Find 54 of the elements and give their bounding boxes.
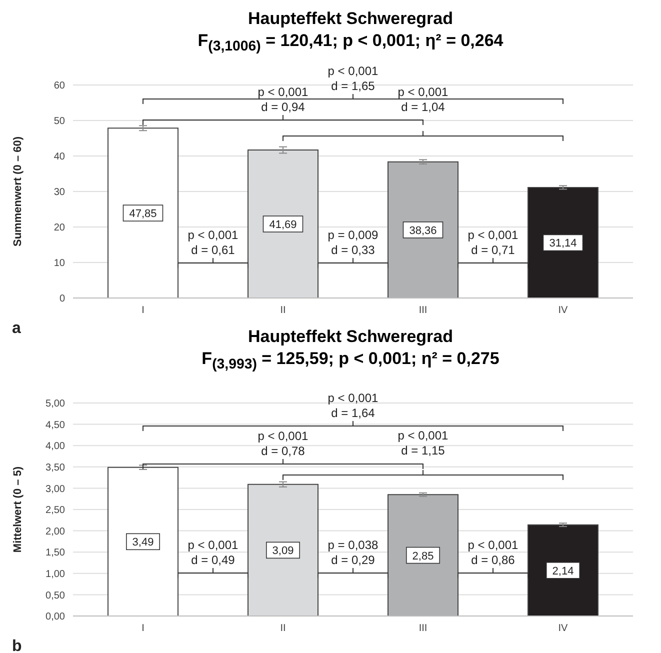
y-tick-label: 0 <box>59 294 66 305</box>
x-tick-label: II <box>280 623 286 634</box>
annotation: p = 0,038 d = 0,29 <box>328 538 379 568</box>
x-tick-label: I <box>142 623 144 634</box>
chart-title: Haupteffekt Schweregrad <box>247 326 454 348</box>
y-tick-label: 2,50 <box>46 505 66 516</box>
annotation: p < 0,001 d = 1,64 <box>328 391 379 420</box>
annotation: p < 0,001 d = 1,65 <box>328 64 379 94</box>
data-label: 3,49 <box>132 537 154 550</box>
annotation: p < 0,001 d = 0,86 <box>468 538 519 568</box>
y-tick-label: 1,00 <box>46 569 66 580</box>
y-tick-label: 3,00 <box>46 484 66 496</box>
data-label: 47,85 <box>129 208 157 220</box>
data-label: 41,69 <box>269 219 297 232</box>
x-tick-label: III <box>418 623 428 634</box>
y-tick-label: 0,00 <box>46 612 66 623</box>
x-tick-label: III <box>418 305 428 316</box>
text: b <box>12 638 22 653</box>
y-tick-label: 10 <box>54 258 66 270</box>
y-tick-label: 3,50 <box>46 462 66 474</box>
y-tick-label: 30 <box>54 187 66 198</box>
annotation: p < 0,001 d = 1,15 <box>398 429 449 458</box>
annotation: p = 0,009 d = 0,33 <box>328 228 379 258</box>
y-axis-title: Mittelwert (0 – 5) <box>12 466 24 553</box>
y-tick-label: 2,00 <box>46 526 66 538</box>
y-axis-title: Summenwert (0 – 60) <box>12 136 24 247</box>
annotation: p < 0,001 d = 1,04 <box>398 86 449 115</box>
x-tick-label: II <box>280 305 286 316</box>
y-tick-label: 60 <box>54 80 66 92</box>
y-tick-label: 40 <box>54 152 66 163</box>
y-tick-label: 4,00 <box>46 442 66 453</box>
data-label: 2,14 <box>552 566 574 578</box>
annotation: p < 0,001 d = 0,49 <box>188 538 239 568</box>
annotation: p < 0,001 d = 0,94 <box>258 85 309 114</box>
x-tick-label: IV <box>558 623 568 634</box>
chart-subtitle: F$_{(3,993)}$ = 125,59; p < 0,001; η² = 0,275 <box>200 348 500 374</box>
data-label: 2,85 <box>412 550 434 563</box>
y-tick-label: 50 <box>54 116 66 128</box>
data-label: 31,14 <box>549 238 577 250</box>
y-tick-label: 20 <box>54 222 66 234</box>
x-tick-label: IV <box>558 305 568 316</box>
chart-subtitle: F$_{(3,1006)}$ = 120,41; p < 0,001; η² = 0,264 <box>196 30 504 56</box>
y-tick-label: 1,50 <box>46 548 66 560</box>
text: a <box>12 320 21 338</box>
annotation: p < 0,001 d = 0,78 <box>258 429 309 458</box>
annotation: p < 0,001 d = 0,71 <box>468 228 519 258</box>
data-label: 38,36 <box>409 225 437 238</box>
x-tick-label: I <box>142 305 144 316</box>
data-label: 3,09 <box>272 546 294 558</box>
y-tick-label: 4,50 <box>46 420 66 432</box>
annotation: p < 0,001 d = 0,61 <box>188 228 239 258</box>
y-tick-label: 0,50 <box>46 590 66 602</box>
y-tick-label: 5,00 <box>46 398 66 410</box>
chart-title: Haupteffekt Schweregrad <box>247 8 454 30</box>
